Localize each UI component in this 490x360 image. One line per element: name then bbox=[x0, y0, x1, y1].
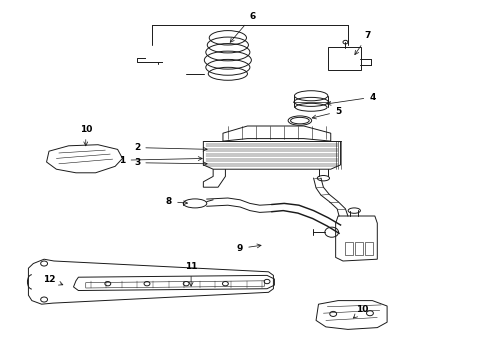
Text: 9: 9 bbox=[237, 244, 261, 253]
Text: 11: 11 bbox=[185, 262, 197, 286]
Text: 1: 1 bbox=[120, 156, 202, 165]
Text: 5: 5 bbox=[312, 107, 341, 119]
Text: 10: 10 bbox=[353, 305, 369, 318]
Text: 12: 12 bbox=[43, 274, 63, 285]
Text: 6: 6 bbox=[230, 12, 255, 42]
Text: 2: 2 bbox=[134, 143, 207, 152]
Text: 3: 3 bbox=[134, 158, 207, 167]
Text: 10: 10 bbox=[79, 125, 92, 146]
Text: 8: 8 bbox=[166, 197, 188, 206]
Text: 7: 7 bbox=[355, 31, 371, 55]
Text: 4: 4 bbox=[327, 93, 376, 105]
